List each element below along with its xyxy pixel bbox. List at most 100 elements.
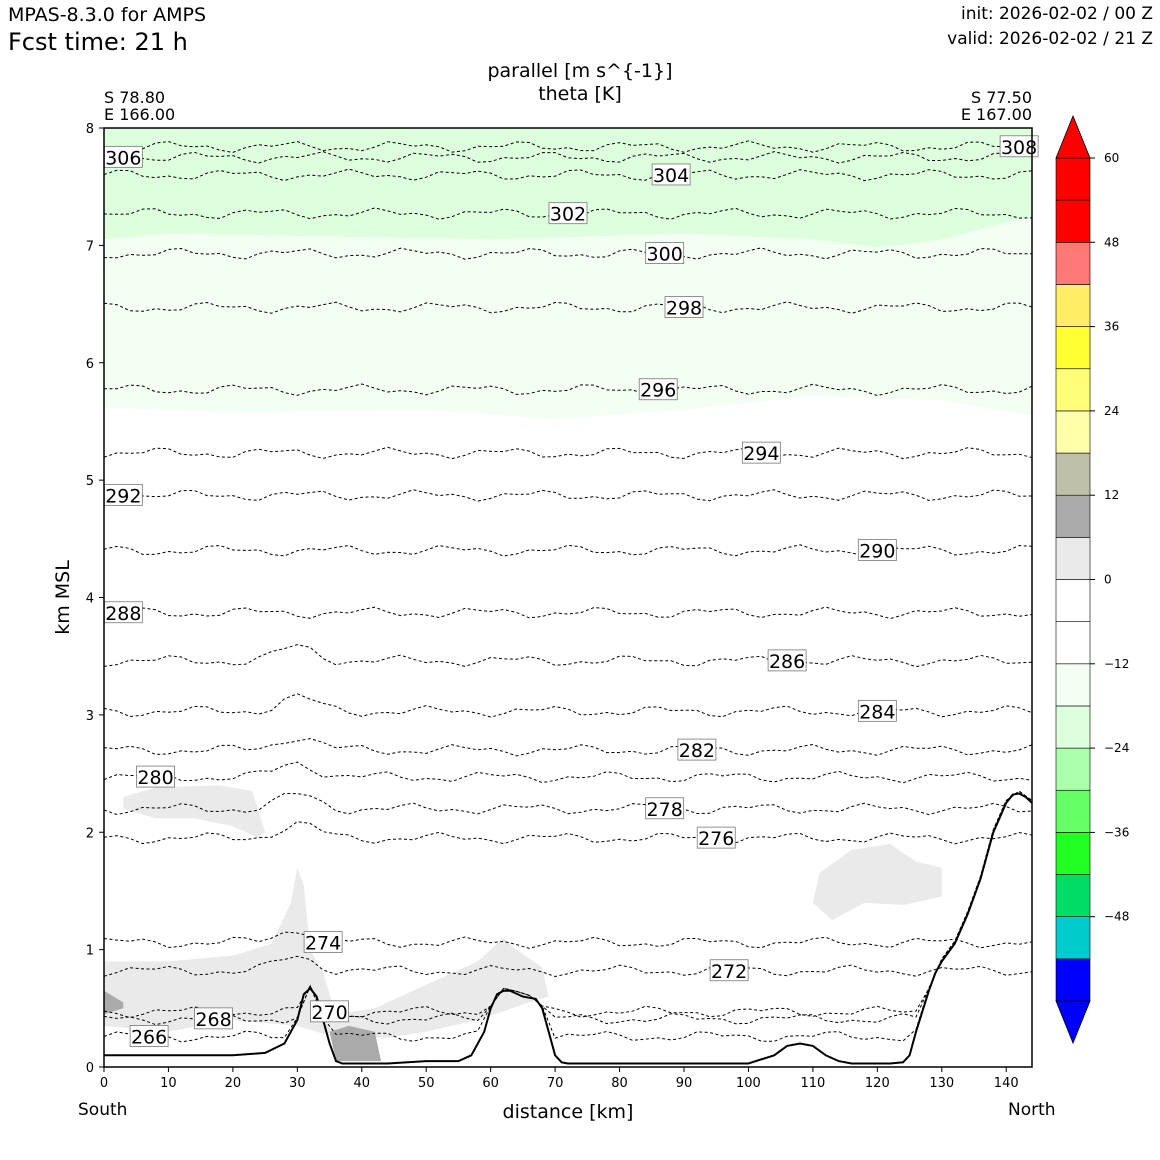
contour-label-272: 272: [709, 959, 749, 983]
y-tick-label-1: 1: [86, 944, 94, 959]
colorbar-tick-label--36: −36: [1104, 825, 1129, 839]
south-label: South: [78, 1100, 128, 1120]
colorbar-segment-6: [1055, 494, 1091, 538]
x-tick-label-30: 30: [289, 1076, 306, 1091]
colorbar-segment--12: [1055, 621, 1091, 665]
svg-text:268: 268: [195, 1009, 231, 1031]
shade-blob-5: [104, 990, 124, 1015]
svg-text:286: 286: [769, 651, 805, 673]
theta-contour-layer: [104, 140, 1032, 1043]
contour-label-294: 294: [741, 441, 781, 465]
theta-contour-270: [104, 790, 1032, 1019]
theta-contour-308: [104, 140, 1032, 153]
theta-contour-266: [104, 790, 1032, 1043]
theta-contour-288: [104, 606, 1032, 620]
colorbar-segment-36: [1055, 284, 1091, 327]
y-tick-label-5: 5: [86, 474, 94, 489]
colorbar-segment--18: [1055, 663, 1091, 707]
x-tick-label-110: 110: [800, 1076, 825, 1091]
terrain-layer: [104, 792, 1032, 1065]
y-tick-label-0: 0: [86, 1061, 94, 1076]
right-endpoint-lat: S 77.50: [970, 88, 1032, 107]
colorbar-tick-label-0: 0: [1104, 573, 1112, 587]
colorbar-segment--30: [1055, 747, 1091, 791]
colorbar-tick-label-48: 48: [1104, 235, 1119, 249]
right-endpoint-lon: E 167.00: [960, 105, 1032, 124]
svg-text:288: 288: [105, 603, 141, 625]
x-tick-label-100: 100: [736, 1076, 761, 1091]
colorbar-segment-30: [1055, 326, 1091, 370]
contour-label-274: 274: [303, 931, 343, 955]
contour-label-278: 278: [645, 797, 685, 821]
y-tick-label-7: 7: [86, 239, 94, 254]
svg-text:306: 306: [105, 147, 141, 169]
shade-blob-2: [104, 867, 549, 1038]
colorbar-segment-18: [1055, 410, 1091, 454]
contour-label-300: 300: [645, 242, 685, 266]
contour-label-306: 306: [103, 145, 143, 169]
colorbar-segment-54: [1055, 157, 1091, 201]
x-tick-label-0: 0: [100, 1076, 108, 1091]
y-tick-label-8: 8: [86, 122, 94, 137]
colorbar-tick-label-24: 24: [1104, 404, 1119, 418]
forecast-time: Fcst time: 21 h: [8, 28, 188, 56]
y-tick-label-2: 2: [86, 826, 94, 841]
colorbar: 60 48 36 24 12 0 −12 −24 −36 −48: [1055, 114, 1129, 1045]
theta-contour-272: [104, 955, 1032, 978]
x-tick-label-50: 50: [418, 1076, 435, 1091]
svg-text:270: 270: [311, 1002, 347, 1024]
colorbar-tick-label-12: 12: [1104, 488, 1119, 502]
contour-label-268: 268: [194, 1007, 233, 1031]
colorbar-tick-label-60: 60: [1104, 151, 1119, 165]
valid-time: valid: 2026-02-02 / 21 Z: [947, 29, 1153, 49]
colorbar-segment-0: [1055, 537, 1091, 580]
left-endpoint-lat: S 78.80: [104, 88, 166, 107]
theta-contour-276: [104, 821, 1032, 845]
colorbar-segment-42: [1055, 242, 1091, 285]
contour-label-304: 304: [651, 163, 691, 187]
theta-contour-282: [104, 738, 1032, 757]
svg-text:300: 300: [647, 244, 683, 266]
svg-text:290: 290: [859, 541, 895, 563]
contour-label-270: 270: [310, 1000, 349, 1024]
y-axis-label: km MSL: [52, 560, 74, 635]
svg-text:278: 278: [647, 799, 683, 821]
contour-label-298: 298: [664, 296, 704, 320]
contour-label-286: 286: [767, 649, 807, 673]
colorbar-segment--36: [1055, 789, 1091, 833]
shade-region-mid: [104, 216, 1032, 420]
x-tick-label-140: 140: [994, 1076, 1019, 1091]
theta-contour-302: [104, 207, 1032, 220]
theta-contour-294: [104, 446, 1032, 460]
contour-label-302: 302: [548, 202, 588, 226]
contour-label-284: 284: [857, 699, 897, 723]
colorbar-tick-label--48: −48: [1104, 910, 1129, 924]
y-tick-label-3: 3: [86, 709, 94, 724]
theta-contour-306: [104, 151, 1032, 164]
contour-label-282: 282: [677, 738, 717, 762]
contour-label-290: 290: [857, 539, 897, 563]
svg-text:274: 274: [305, 933, 341, 955]
colorbar-tick-label--12: −12: [1104, 657, 1129, 671]
x-tick-label-60: 60: [482, 1076, 499, 1091]
svg-text:302: 302: [550, 204, 586, 226]
theta-contour-300: [104, 247, 1032, 260]
y-tick-label-6: 6: [86, 357, 94, 372]
contour-label-266: 266: [129, 1025, 169, 1048]
theta-contour-286: [104, 644, 1032, 668]
svg-text:276: 276: [698, 828, 734, 850]
x-tick-label-70: 70: [547, 1076, 564, 1091]
contour-label-288: 288: [103, 601, 143, 625]
colorbar-segment--42: [1055, 832, 1091, 875]
theta-contour-280: [104, 761, 1032, 784]
svg-text:296: 296: [640, 380, 676, 402]
colorbar-under-arrow: [1055, 1000, 1091, 1045]
x-tick-label-80: 80: [611, 1076, 628, 1091]
axes: 0 10 20 30 40 50 60 70 80 90 100 110 120 130 140 0 1 2 3 4 5…: [52, 122, 1019, 1123]
colorbar-segment--6: [1055, 579, 1091, 622]
chart-title: parallel [m s^{-1}]: [487, 60, 673, 82]
colorbar-segment--24: [1055, 705, 1091, 749]
x-tick-label-90: 90: [676, 1076, 693, 1091]
contour-label-308: 308: [999, 135, 1039, 159]
